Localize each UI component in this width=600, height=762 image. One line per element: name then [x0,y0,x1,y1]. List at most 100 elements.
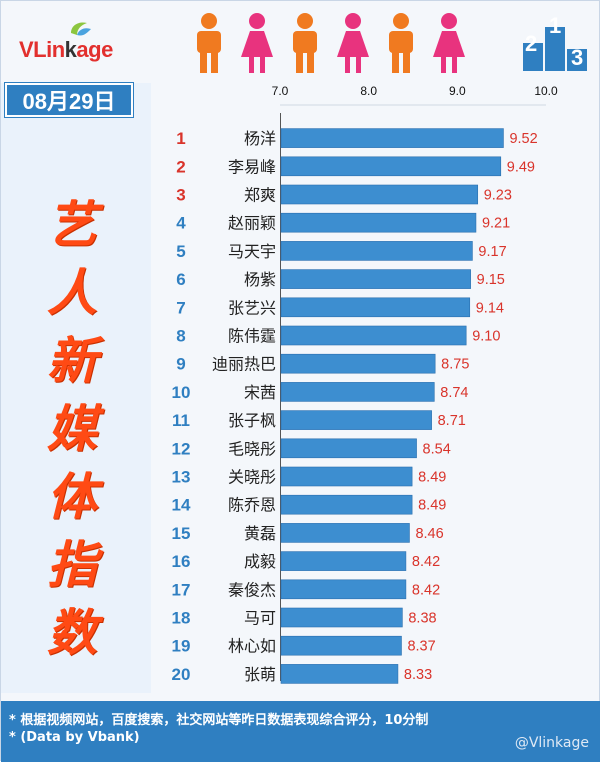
footer: * 根据视频网站，百度搜索，社交网站等昨日数据表现综合评分，10分制 * (Da… [1,701,600,762]
x-tick-label: 7.0 [272,84,289,98]
title-char: 新 [47,332,97,390]
rank-label: 8 [176,327,185,346]
x-tick-label: 9.0 [449,84,466,98]
bar [280,297,471,318]
bar [280,523,410,543]
artist-name-label: 张萌 [244,665,276,684]
value-label: 8.49 [418,470,446,486]
year-digit-3: 3 [571,45,583,70]
value-label: 8.54 [423,441,451,457]
artist-name-label: 郑爽 [244,186,276,205]
bar [280,635,402,656]
title-char: 数 [47,604,97,662]
value-label: 9.10 [472,329,500,345]
male-figure-icon [389,13,413,73]
value-label: 8.49 [418,498,446,514]
female-figure-icon [337,13,369,73]
rank-label: 14 [172,496,191,515]
rank-label: 6 [176,270,185,289]
bar [280,607,403,628]
artist-name-label: 杨洋 [244,129,276,148]
x-tick-label: 10.0 [534,84,558,98]
rank-label: 13 [172,468,191,487]
artist-name-label: 迪丽热巴 [212,355,276,374]
year-digit-1: 1 [549,13,561,38]
artist-name-label: 张艺兴 [228,298,276,317]
value-label: 9.23 [484,188,512,204]
bar [280,466,413,487]
rank-label: 9 [176,355,185,374]
chart-svg: 7.0 8.0 9.0 10.0 1 杨洋 9.52 2 李易峰 9.49 3 郑爽 9.23 4 赵丽颖 9… [172,84,558,684]
bar [280,325,467,346]
value-label: 8.46 [415,526,443,542]
artist-name-label: 黄磊 [244,524,276,543]
vlinkage-logo: VLinkage [15,19,155,71]
artist-name-label: 宋茜 [244,383,276,402]
rank-label: 1 [176,129,185,148]
value-label: 8.37 [407,639,435,655]
male-figure-icon [293,13,317,73]
artist-name-label: 成毅 [244,552,276,571]
rank-label: 10 [172,383,191,402]
logo-mark-icon [71,22,91,36]
value-label: 9.21 [482,216,510,232]
bar [280,410,432,430]
bar [280,382,435,402]
value-label: 8.75 [441,357,469,373]
female-figure-icon [433,13,465,73]
bar [280,551,407,571]
artist-name-label: 陈乔恩 [228,496,276,515]
rank-label: 20 [172,665,191,684]
rank-label: 4 [176,214,186,233]
artist-name-label: 陈伟霆 [228,327,276,346]
bar [280,494,413,515]
artist-name-label: 赵丽颖 [228,214,276,233]
title-char: 人 [47,264,97,322]
rank-label: 7 [176,298,185,317]
rank-label: 5 [176,242,185,261]
podium-center [545,27,565,71]
year-digit-2: 2 [525,31,537,56]
rank-label: 15 [172,524,191,543]
footer-note-source: * (Data by Vbank) [9,730,140,745]
title-char: 艺 [47,196,97,254]
bar [280,156,502,177]
left-band [1,83,151,693]
podium-left [523,43,543,71]
people-icons [197,13,465,73]
bar [280,353,436,374]
ranking-bar-chart: 7.0 8.0 9.0 10.0 1 杨洋 9.52 2 李易峰 9.49 3 郑爽 9.23 4 赵丽颖 9… [151,81,600,691]
value-label: 9.17 [478,244,506,260]
rank-label: 11 [172,411,190,430]
bar [280,269,471,289]
rank-label: 17 [172,580,191,599]
value-label: 8.71 [438,413,466,429]
artist-name-label: 关晓彤 [228,468,276,487]
bar [280,184,479,205]
podium-right [567,49,587,71]
x-tick-label: 8.0 [360,84,377,98]
value-label: 9.52 [509,131,537,147]
title-char: 指 [47,536,97,594]
value-label: 9.14 [476,300,504,316]
bar [280,128,504,148]
artist-name-label: 马天宇 [228,242,276,261]
rank-label: 3 [176,186,185,205]
artist-name-label: 李易峰 [228,157,276,176]
vertical-title: 艺 人 新 媒 体 指 数 [37,191,107,667]
rank-label: 18 [172,609,191,628]
rank-label: 2 [176,157,185,176]
footer-note-method: * 根据视频网站，百度搜索，社交网站等昨日数据表现综合评分，10分制 [9,713,429,728]
title-char: 体 [47,468,97,526]
date-label: 08月29日 [5,83,133,117]
value-label: 9.49 [507,159,535,175]
artist-name-label: 张子枫 [228,411,276,430]
watermark: @Vlinkage [514,735,589,751]
bar [280,438,417,459]
male-figure-icon [197,13,221,73]
artist-name-label: 林心如 [228,637,276,656]
bar [280,579,407,600]
rank-label: 12 [172,439,191,458]
value-label: 8.42 [412,582,440,598]
